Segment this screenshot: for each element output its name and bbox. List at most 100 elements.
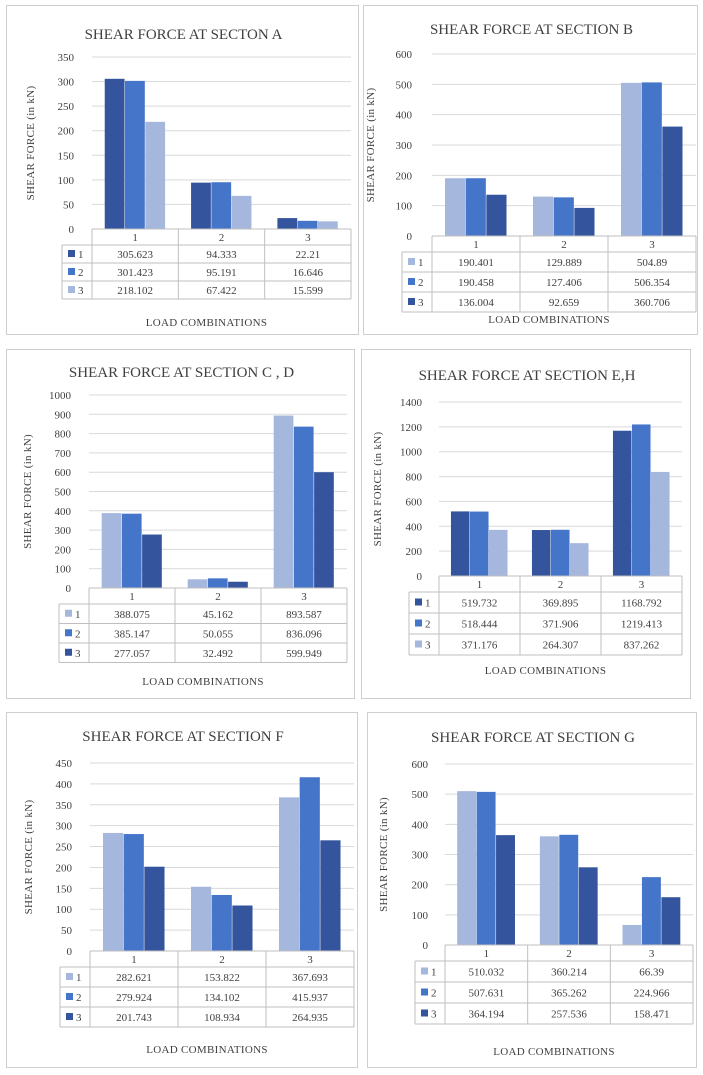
y-tick-label: 1400 [400,397,423,409]
data-label: 599.949 [286,648,322,660]
bar-series-2-cat-3 [297,220,318,229]
bar-series-3-cat-3 [320,840,341,951]
bar-series-1-cat-1 [444,178,466,236]
y-axis-title: SHEAR FORCE (in kN) [378,797,390,912]
data-label: 50.055 [203,628,234,640]
y-tick-label: 250 [56,842,73,854]
data-label: 45.162 [203,609,233,621]
chart-panel-section-c-d: SHEAR FORCE AT SECTION C , D 0 100 200 300 40… [6,349,355,699]
y-tick-label: 100 [56,904,73,916]
y-tick-label: 150 [56,883,73,895]
legend-label-series-3: 3 [418,297,424,309]
category-label: 3 [301,591,307,603]
category-label: 2 [561,239,567,251]
bar-series-3-cat-3 [661,897,681,945]
bar-series-3-cat-1 [144,866,165,951]
data-label: 224.966 [634,988,670,1000]
data-label: 66.39 [639,967,664,979]
y-tick-label: 400 [396,110,413,122]
bar-series-2-cat-1 [125,80,145,229]
legend-key-series-3 [65,648,72,656]
y-tick-label: 400 [412,819,429,831]
bar-series-1-cat-1 [104,78,125,229]
legend-label-series-2: 2 [431,988,437,1000]
data-label: 134.102 [204,992,240,1004]
data-label: 510.032 [468,967,504,979]
legend-key-series-1 [408,258,415,265]
category-label: 1 [131,954,137,966]
legend-label-series-2: 2 [75,628,81,640]
data-label: 218.102 [117,285,153,297]
y-tick-label: 50 [61,925,73,937]
chart-title: SHEAR FORCE AT SECTION E,H [419,368,636,384]
legend-label-series-3: 3 [78,285,84,297]
data-label: 364.194 [468,1009,504,1021]
y-tick-label: 400 [55,506,72,518]
y-tick-label: 100 [58,175,75,187]
bar-series-3-cat-1 [145,121,166,229]
data-label: 371.906 [543,619,579,631]
bar-series-2-cat-3 [299,777,320,951]
bar-series-2-cat-2 [211,182,232,229]
legend-key-series-3 [421,1009,428,1017]
data-label: 836.096 [286,628,322,640]
y-axis-title: SHEAR FORCE (in kN) [23,800,35,915]
bar-series-2-cat-1 [123,834,144,951]
bar-series-3-cat-1 [496,835,515,945]
legend-label-series-1: 1 [75,609,81,621]
legend-key-series-3 [66,1013,73,1020]
data-label: 360.214 [551,967,587,979]
data-label: 129.889 [546,257,582,269]
y-tick-label: 500 [396,79,413,91]
y-tick-label: 1200 [400,422,423,434]
bar-series-2-cat-3 [293,426,314,588]
data-label: 190.401 [458,257,494,269]
data-label: 301.423 [117,267,153,279]
data-label: 504.89 [637,257,668,269]
y-tick-label: 200 [58,126,75,138]
bar-series-3-cat-1 [489,529,508,576]
y-tick-label: 800 [406,472,423,484]
data-label: 282.621 [116,972,152,984]
data-label: 369.895 [543,598,579,610]
y-tick-label: 300 [58,77,75,89]
legend-key-series-1 [66,973,73,980]
category-label: 2 [219,232,225,244]
data-label: 94.333 [206,249,237,261]
bar-series-2-cat-1 [469,511,489,576]
data-label: 136.004 [458,297,494,309]
bar-series-3-cat-2 [232,905,253,951]
bar-series-1-cat-2 [532,196,554,236]
chart-title: SHEAR FORCE AT SECTION B [430,22,633,38]
bar-series-1-cat-1 [101,513,122,588]
y-tick-label: 1000 [400,447,423,459]
bar-series-3-cat-3 [317,221,338,229]
chart-section-f: SHEAR FORCE AT SECTION F 0 50 100 150 200 250 3… [23,729,355,1056]
legend-key-series-3 [408,298,415,305]
category-label: 1 [129,591,135,603]
legend-label-series-2: 2 [78,267,84,279]
bar-series-1-cat-1 [102,832,124,951]
data-label: 1168.792 [621,598,662,610]
data-label: 365.262 [551,988,587,1000]
x-axis-title: LOAD COMBINATIONS [493,1046,615,1058]
data-label: 22.21 [295,249,320,261]
y-tick-label: 0 [417,571,423,583]
y-tick-label: 600 [55,467,72,479]
bar-series-1-cat-3 [277,218,298,229]
data-label: 67.422 [206,285,236,297]
data-label: 837.262 [624,640,660,652]
chart-panel-section-f: SHEAR FORCE AT SECTION F 0 50 100 150 200 250 3… [6,712,358,1068]
data-label: 95.191 [206,267,236,279]
y-tick-label: 50 [63,199,75,211]
bar-series-2-cat-3 [641,877,661,945]
data-label: 385.147 [114,628,150,640]
legend-label-series-3: 3 [76,1012,82,1024]
chart-panel-section-g: SHEAR FORCE AT SECTION G 0 100 200 300 400 500… [367,712,697,1068]
bar-series-1-cat-2 [539,836,559,945]
category-label: 1 [477,579,483,591]
category-label: 2 [219,954,225,966]
legend-key-series-1 [65,609,72,617]
y-tick-label: 100 [412,910,429,922]
y-tick-label: 300 [55,525,72,537]
